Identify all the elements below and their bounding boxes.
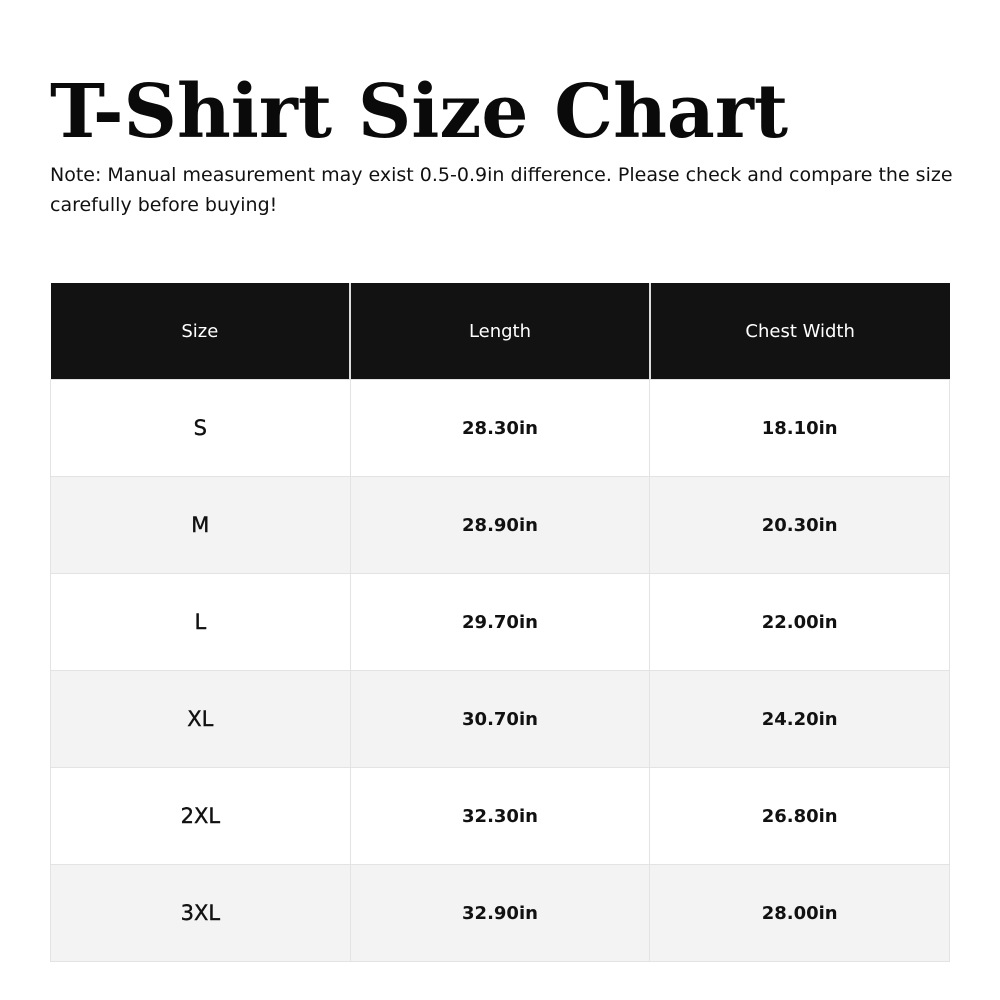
cell-length: 32.30in bbox=[349, 767, 651, 865]
cell-length: 28.90in bbox=[349, 476, 651, 574]
cell-size: S bbox=[50, 379, 351, 477]
table-header-row: Size Length Chest Width bbox=[50, 283, 950, 380]
table-row: L 29.70in 22.00in bbox=[50, 573, 950, 671]
header-length: Length bbox=[349, 283, 650, 380]
cell-chest-width: 22.00in bbox=[649, 573, 950, 671]
cell-size: L bbox=[50, 573, 351, 671]
cell-chest-width: 24.20in bbox=[649, 670, 950, 768]
table-row: XL 30.70in 24.20in bbox=[50, 670, 950, 768]
cell-chest-width: 28.00in bbox=[649, 864, 950, 962]
table-row: S 28.30in 18.10in bbox=[50, 379, 950, 477]
cell-length: 29.70in bbox=[349, 573, 651, 671]
cell-size: XL bbox=[50, 670, 351, 768]
table-row: 3XL 32.90in 28.00in bbox=[50, 864, 950, 962]
size-chart-table: Size Length Chest Width S 28.30in 18.10in M… bbox=[50, 283, 950, 962]
cell-length: 32.90in bbox=[349, 864, 651, 962]
cell-chest-width: 26.80in bbox=[649, 767, 950, 865]
measurement-note: Note: Manual measurement may exist 0.5-0… bbox=[50, 164, 953, 216]
header-chest-width: Chest Width bbox=[648, 283, 950, 380]
cell-size: 2XL bbox=[50, 767, 351, 865]
page-title: T-Shirt Size Chart bbox=[50, 69, 789, 155]
table-row: 2XL 32.30in 26.80in bbox=[50, 767, 950, 865]
cell-length: 30.70in bbox=[349, 670, 651, 768]
header-size: Size bbox=[50, 283, 351, 380]
table-row: M 28.90in 20.30in bbox=[50, 476, 950, 574]
cell-size: M bbox=[50, 476, 351, 574]
cell-chest-width: 20.30in bbox=[649, 476, 950, 574]
cell-chest-width: 18.10in bbox=[649, 379, 950, 477]
cell-size: 3XL bbox=[50, 864, 351, 962]
cell-length: 28.30in bbox=[349, 379, 651, 477]
